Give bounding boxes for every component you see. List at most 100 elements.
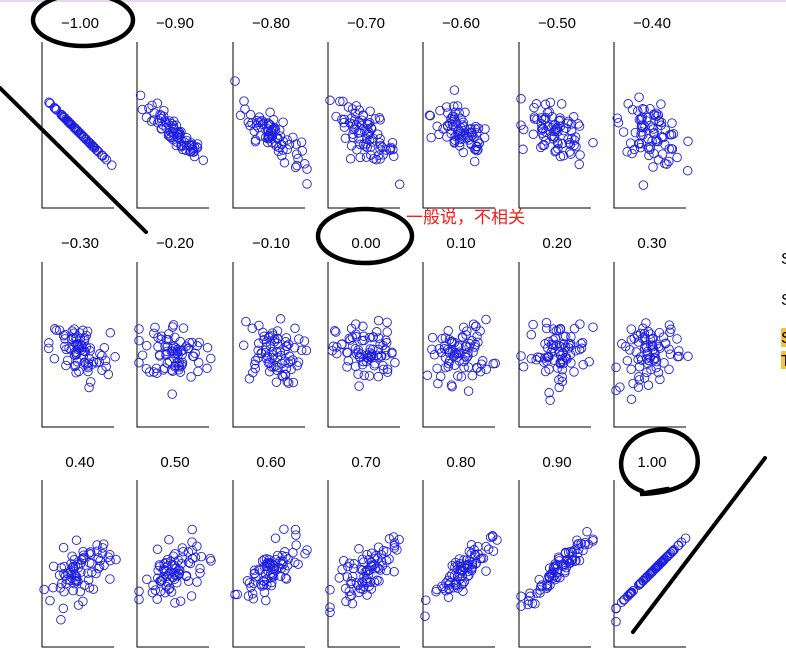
- scatter-panel: −1.00: [41, 15, 117, 209]
- scatter-point: [230, 76, 240, 86]
- scatter-point: [544, 107, 554, 117]
- scatter-point: [44, 97, 54, 108]
- scatter-point: [577, 337, 588, 348]
- scatter-point: [325, 95, 335, 106]
- scatter-point: [302, 164, 312, 174]
- scatter-point: [527, 598, 538, 609]
- scatter-point: [466, 565, 477, 576]
- scatter-point: [99, 153, 110, 163]
- scatter-point: [636, 120, 647, 131]
- scatter-point: [73, 559, 83, 569]
- panel-title: 0.90: [542, 454, 571, 471]
- scatter-point: [378, 340, 388, 351]
- scatter-point: [542, 579, 552, 590]
- scatter-point: [92, 546, 102, 557]
- scatter-point: [264, 366, 275, 377]
- scatter-point: [184, 337, 195, 348]
- scatter-point: [539, 140, 550, 150]
- scatter-point: [630, 127, 641, 138]
- scatter-point: [283, 358, 294, 368]
- scatter-point: [74, 366, 84, 377]
- scatter-point: [273, 562, 284, 572]
- scatter-point: [277, 370, 287, 381]
- scatter-point: [535, 588, 545, 598]
- scatter-point: [170, 332, 180, 343]
- scatter-point: [627, 104, 638, 115]
- scatter-point: [359, 370, 370, 381]
- scatter-point: [658, 332, 669, 342]
- scatter-point: [381, 546, 392, 557]
- scatter-point: [156, 113, 167, 124]
- scatter-point: [457, 120, 468, 130]
- scatter-point: [569, 323, 580, 334]
- scatter-panel: 1.00: [611, 454, 691, 648]
- scatter-point: [359, 331, 369, 342]
- scatter-point: [95, 555, 105, 566]
- scatter-point: [481, 541, 491, 552]
- scatter-point: [107, 160, 117, 170]
- scatter-point: [101, 361, 111, 372]
- scatter-point: [83, 575, 94, 585]
- scatter-point: [364, 371, 375, 381]
- edge-char-3: S: [781, 330, 786, 347]
- scatter-point: [424, 110, 435, 121]
- scatter-point: [576, 343, 587, 354]
- scatter-point: [635, 578, 646, 589]
- scatter-point: [325, 585, 335, 595]
- scatter-point: [659, 358, 669, 368]
- scatter-point: [479, 132, 490, 143]
- scatter-point: [280, 369, 291, 380]
- scatter-point: [261, 595, 271, 606]
- scatter-point: [188, 351, 198, 361]
- scatter-point: [575, 319, 585, 329]
- scatter-point: [660, 140, 670, 150]
- scatter-point: [355, 353, 365, 363]
- scatter-point: [202, 363, 212, 374]
- scatter-point: [166, 587, 177, 597]
- scatter-point: [62, 355, 73, 366]
- panel-axes: [613, 42, 686, 209]
- scatter-point: [357, 359, 368, 370]
- scatter-point: [247, 118, 257, 128]
- panel-title: 0.00: [351, 235, 380, 252]
- scatter-panel: −0.40: [612, 15, 693, 209]
- scatter-point: [611, 362, 621, 373]
- scatter-point: [301, 345, 312, 356]
- panel-axes: [136, 262, 209, 428]
- scatter-point: [389, 566, 399, 577]
- scatter-point: [44, 338, 54, 348]
- scatter-point: [105, 574, 115, 584]
- scatter-point: [625, 138, 636, 148]
- scatter-point: [175, 128, 185, 138]
- scatter-point: [45, 595, 55, 606]
- scatter-point: [441, 578, 451, 588]
- scatter-point: [458, 322, 469, 333]
- panels-layer: −1.00 −0.90 −0.80 −0.70 −0.60 −0.50 −0.40 −0.30…: [39, 15, 693, 648]
- scatter-point: [551, 326, 562, 336]
- scatter-point: [375, 133, 385, 144]
- scatter-point: [161, 581, 172, 592]
- scatter-point: [253, 117, 264, 128]
- scatter-point: [148, 580, 158, 591]
- scatter-point: [170, 348, 180, 359]
- scatter-point: [490, 358, 500, 369]
- scatter-point: [634, 375, 645, 385]
- scatter-point: [152, 98, 163, 108]
- scatter-point: [162, 571, 172, 582]
- scatter-point: [524, 595, 534, 606]
- panel-title: −0.80: [252, 15, 290, 32]
- scatter-point: [649, 353, 660, 364]
- scatter-point: [563, 134, 573, 144]
- scatter-point: [544, 563, 555, 573]
- scatter-point: [249, 565, 260, 576]
- panel-axes: [327, 262, 400, 428]
- scatter-point: [546, 568, 557, 579]
- scatter-point: [563, 556, 573, 567]
- panel-axes: [422, 42, 495, 209]
- scatter-point: [644, 150, 654, 161]
- scatter-point: [243, 591, 254, 601]
- scatter-point: [656, 99, 666, 109]
- scatter-point: [528, 319, 538, 330]
- scatter-point: [352, 349, 362, 360]
- scatter-point: [588, 137, 598, 148]
